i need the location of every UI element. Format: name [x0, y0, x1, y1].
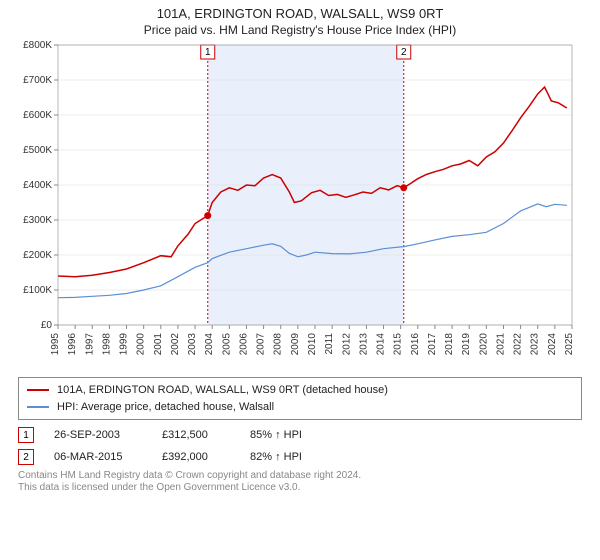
svg-text:2019: 2019 [461, 333, 472, 356]
svg-text:1: 1 [205, 47, 211, 58]
svg-text:£700K: £700K [23, 75, 52, 86]
svg-text:2005: 2005 [221, 333, 232, 356]
svg-text:2025: 2025 [564, 333, 575, 356]
svg-text:£500K: £500K [23, 145, 52, 156]
sale-price: £312,500 [162, 429, 230, 441]
svg-text:2023: 2023 [530, 333, 541, 356]
svg-text:2024: 2024 [547, 333, 558, 356]
svg-text:2003: 2003 [187, 333, 198, 356]
sale-badge: 2 [18, 449, 34, 465]
sale-row: 2 06-MAR-2015 £392,000 82% ↑ HPI [18, 446, 582, 468]
svg-text:1996: 1996 [67, 333, 78, 356]
svg-text:£100K: £100K [23, 285, 52, 296]
line-chart-svg: £0 £100K £200K £300K £400K £500K £600K £700K £80… [14, 41, 582, 371]
sales-table: 1 26-SEP-2003 £312,500 85% ↑ HPI 2 06-MAR-201… [18, 424, 582, 468]
svg-text:2010: 2010 [307, 333, 318, 356]
legend-swatch [27, 406, 49, 408]
svg-text:2: 2 [401, 47, 407, 58]
legend-label: 101A, ERDINGTON ROAD, WALSALL, WS9 0RT (… [57, 382, 388, 399]
chart-subtitle: Price paid vs. HM Land Registry's House … [14, 23, 586, 37]
svg-text:2012: 2012 [341, 333, 352, 356]
svg-text:1998: 1998 [101, 333, 112, 356]
sale-hpi: 85% ↑ HPI [250, 429, 302, 441]
footnote-line1: Contains HM Land Registry data © Crown c… [18, 470, 582, 482]
svg-text:1995: 1995 [50, 333, 61, 356]
svg-text:2014: 2014 [376, 333, 387, 356]
svg-text:2001: 2001 [153, 333, 164, 356]
sale-badge: 1 [18, 427, 34, 443]
chart-container: 101A, ERDINGTON ROAD, WALSALL, WS9 0RT P… [0, 0, 600, 502]
svg-text:2006: 2006 [238, 333, 249, 356]
sale-date: 06-MAR-2015 [54, 451, 142, 463]
legend-item: 101A, ERDINGTON ROAD, WALSALL, WS9 0RT (… [27, 382, 573, 399]
svg-text:2015: 2015 [393, 333, 404, 356]
svg-text:2022: 2022 [513, 333, 524, 356]
svg-text:2016: 2016 [410, 333, 421, 356]
svg-text:2008: 2008 [273, 333, 284, 356]
legend-swatch [27, 389, 49, 391]
legend-item: HPI: Average price, detached house, Wals… [27, 399, 573, 416]
chart-plot: £0 £100K £200K £300K £400K £500K £600K £700K £80… [14, 41, 586, 371]
svg-text:1999: 1999 [119, 333, 130, 356]
chart-title: 101A, ERDINGTON ROAD, WALSALL, WS9 0RT [14, 6, 586, 21]
sale-date: 26-SEP-2003 [54, 429, 142, 441]
svg-text:2017: 2017 [427, 333, 438, 356]
svg-text:2021: 2021 [495, 333, 506, 356]
svg-text:£800K: £800K [23, 41, 52, 51]
sale-row: 1 26-SEP-2003 £312,500 85% ↑ HPI [18, 424, 582, 446]
legend-label: HPI: Average price, detached house, Wals… [57, 399, 274, 416]
sale-hpi: 82% ↑ HPI [250, 451, 302, 463]
svg-text:1997: 1997 [84, 333, 95, 356]
footnote-line2: This data is licensed under the Open Gov… [18, 482, 582, 494]
svg-text:£300K: £300K [23, 215, 52, 226]
svg-text:2004: 2004 [204, 333, 215, 356]
svg-text:2007: 2007 [256, 333, 267, 356]
svg-text:2018: 2018 [444, 333, 455, 356]
svg-text:£0: £0 [41, 320, 53, 331]
svg-text:2013: 2013 [358, 333, 369, 356]
footnote: Contains HM Land Registry data © Crown c… [18, 470, 582, 494]
sale-price: £392,000 [162, 451, 230, 463]
svg-text:2020: 2020 [478, 333, 489, 356]
svg-text:2002: 2002 [170, 333, 181, 356]
svg-text:2000: 2000 [136, 333, 147, 356]
legend: 101A, ERDINGTON ROAD, WALSALL, WS9 0RT (… [18, 377, 582, 420]
svg-text:2009: 2009 [290, 333, 301, 356]
svg-text:£600K: £600K [23, 110, 52, 121]
svg-text:£400K: £400K [23, 180, 52, 191]
svg-text:2011: 2011 [324, 333, 335, 355]
svg-text:£200K: £200K [23, 250, 52, 261]
